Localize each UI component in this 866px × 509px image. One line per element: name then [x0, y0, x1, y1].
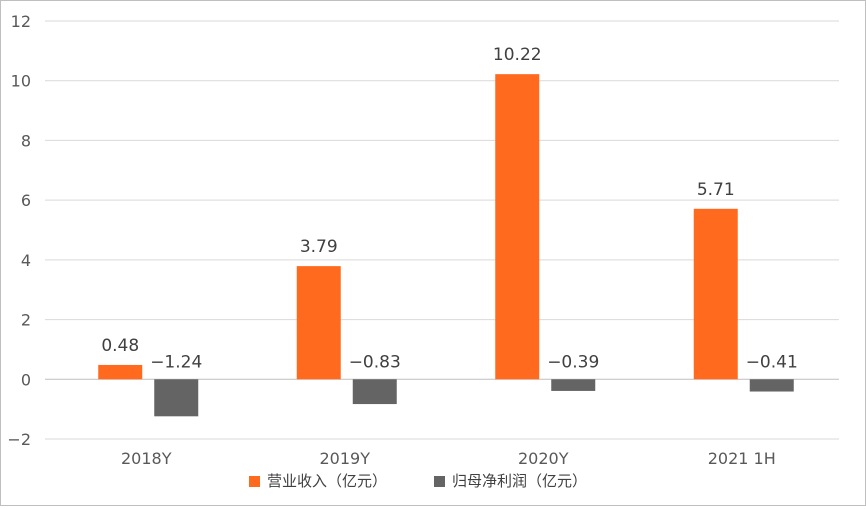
y-tick-label: 6: [21, 191, 31, 210]
data-label: −0.41: [746, 352, 798, 372]
data-label: −0.39: [547, 352, 599, 372]
x-axis: 2018Y 2019Y 2020Y 2021 1H: [121, 449, 776, 468]
data-label: −1.24: [150, 352, 202, 372]
data-label: −0.83: [349, 352, 401, 372]
y-axis: −2 0 2 4 6 8 10 12: [7, 12, 31, 449]
legend-label: 营业收入（亿元）: [267, 472, 387, 490]
x-tick-label: 2020Y: [518, 449, 569, 468]
bar-net-profit: [749, 379, 794, 392]
bar-revenue: [98, 364, 143, 380]
legend-swatch: [249, 476, 260, 487]
data-label: 3.79: [300, 237, 338, 257]
x-tick-label: 2018Y: [121, 449, 172, 468]
bar-revenue: [296, 266, 341, 380]
x-tick-label: 2021 1H: [708, 449, 776, 468]
y-tick-label: 0: [21, 370, 31, 389]
data-label: 10.22: [493, 45, 542, 65]
bar-net-profit: [154, 379, 199, 417]
legend-label: 归母净利润（亿元）: [452, 472, 587, 490]
data-label: 0.48: [101, 336, 139, 356]
bar-net-profit: [551, 379, 596, 391]
x-tick-label: 2019Y: [320, 449, 371, 468]
bar-revenue: [495, 74, 540, 380]
y-tick-label: 10: [11, 72, 31, 91]
legend-swatch: [434, 476, 445, 487]
y-tick-label: 4: [21, 251, 31, 270]
bar-net-profit: [352, 379, 397, 405]
y-tick-label: 8: [21, 131, 31, 150]
y-tick-label: 2: [21, 311, 31, 330]
bar-revenue: [693, 208, 738, 380]
legend: 营业收入（亿元） 归母净利润（亿元）: [249, 472, 587, 490]
data-label: 5.71: [697, 180, 735, 200]
bars: [98, 74, 794, 417]
y-tick-label: 12: [11, 12, 31, 31]
data-labels: 0.48 −1.24 3.79 −0.83 10.22 −0.39 5.71 −0.41: [101, 45, 797, 372]
y-tick-label: −2: [7, 430, 31, 449]
